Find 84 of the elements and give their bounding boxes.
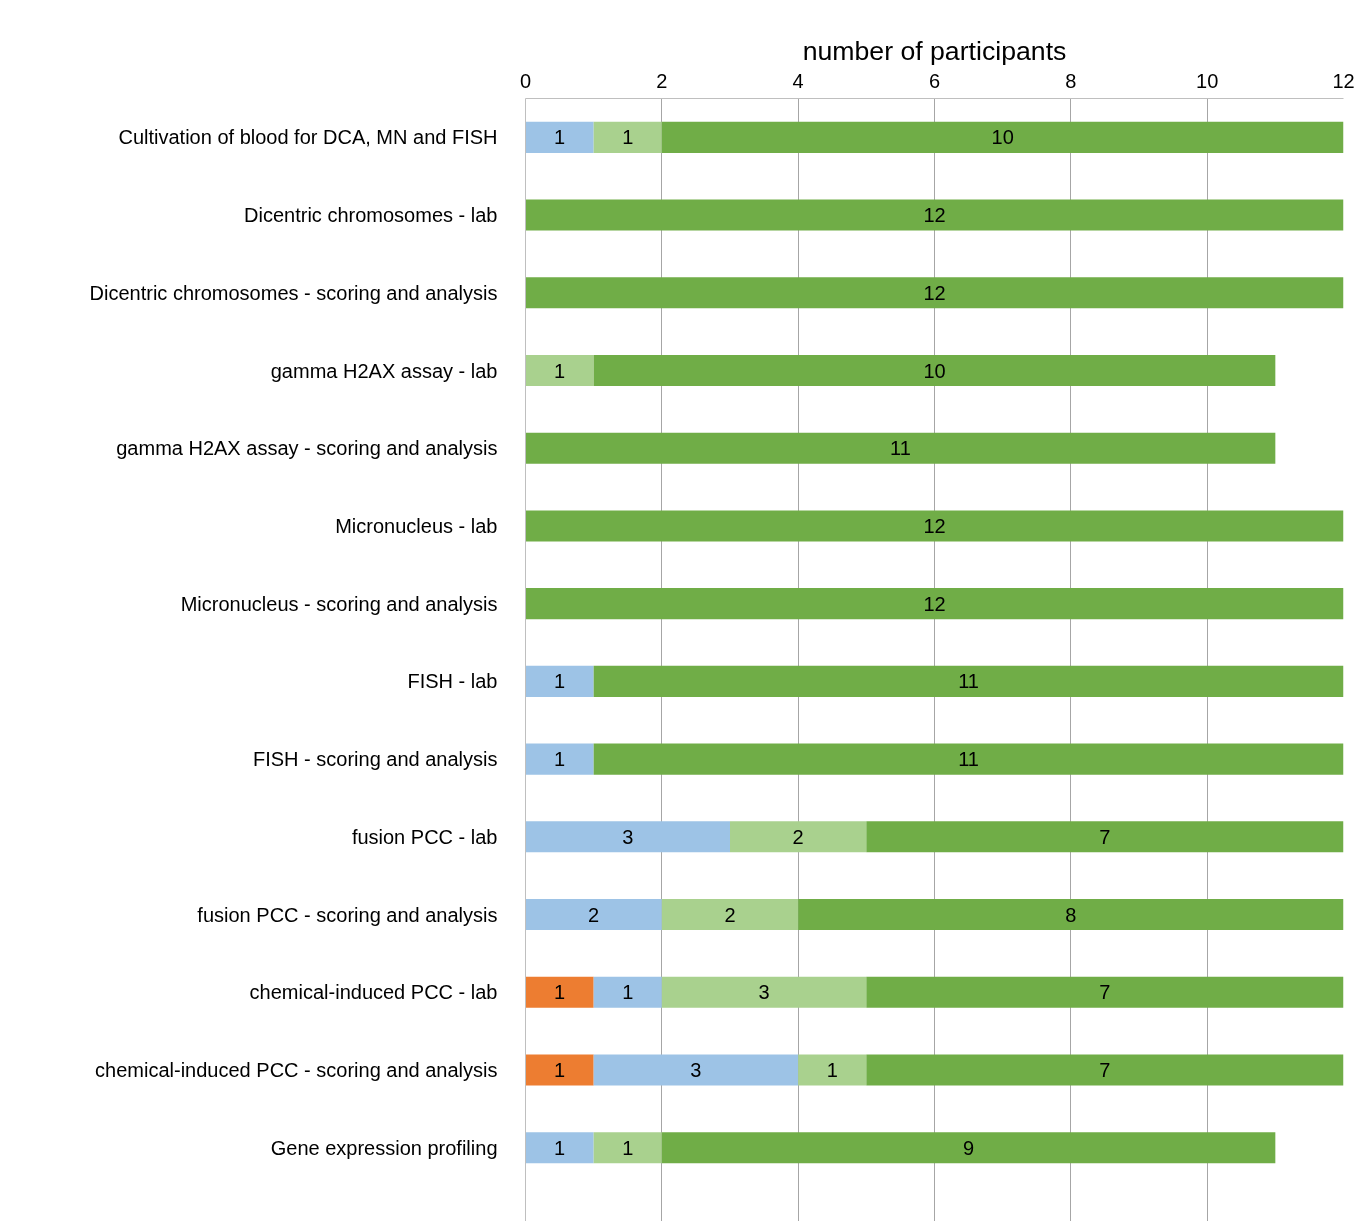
bar: [525, 1054, 594, 1086]
y-tick-label: Micronucleus - scoring and analysis: [180, 592, 498, 615]
bar: [798, 898, 1344, 931]
bar: [593, 354, 1276, 387]
x-tick-label: 4: [792, 69, 804, 92]
data-label: 2: [588, 903, 600, 926]
bar: [525, 976, 594, 1008]
bar: [525, 898, 662, 931]
bar: [525, 510, 1344, 542]
data-label: 11: [890, 437, 911, 460]
data-label: 1: [554, 981, 566, 1004]
data-label: 3: [690, 1058, 702, 1081]
data-label: 1: [554, 1136, 566, 1159]
bar: [525, 743, 594, 775]
x-tick-label: 2: [656, 69, 668, 92]
y-tick-label: Cultivation of blood for DCA, MN and FISH: [118, 126, 498, 149]
data-label: 1: [622, 126, 634, 149]
bar: [525, 821, 730, 853]
bar: [593, 743, 1344, 775]
bar: [525, 277, 1344, 309]
data-label: 7: [1099, 1058, 1111, 1081]
bar: [525, 121, 594, 153]
data-label: 7: [1099, 825, 1111, 848]
y-tick-label: gamma H2AX assay - scoring and analysis: [116, 437, 498, 460]
data-label: 10: [923, 359, 946, 382]
y-tick-label: Micronucleus - lab: [335, 514, 498, 537]
y-tick-label: Dicentric chromosomes - lab: [244, 204, 498, 227]
bar: [593, 976, 662, 1008]
bar: [798, 1054, 867, 1086]
bar: [525, 1132, 594, 1164]
data-label: 1: [554, 670, 566, 693]
data-label: 12: [923, 514, 946, 537]
bar: [525, 354, 594, 387]
data-label: 1: [554, 126, 566, 149]
x-tick-label: 0: [519, 69, 532, 92]
data-label: 2: [792, 825, 804, 848]
data-label: 1: [554, 748, 566, 771]
x-tick-label: 6: [928, 69, 941, 92]
data-label: 12: [923, 204, 946, 227]
y-tick-label: Dicentric chromosomes - scoring and analysis: [89, 281, 498, 304]
data-label: 11: [958, 670, 979, 693]
bar: [730, 821, 867, 853]
x-axis-title: number of participants: [802, 35, 1067, 66]
data-label: 1: [622, 981, 634, 1004]
y-tick-label: chemical-induced PCC - lab: [249, 981, 498, 1004]
x-tick-label: 8: [1065, 69, 1077, 92]
data-label: 11: [958, 748, 979, 771]
bar: [525, 199, 1344, 231]
y-tick-label: Gene expression profiling: [270, 1136, 498, 1159]
y-tick-label: fusion PCC - scoring and analysis: [197, 903, 498, 926]
bar: [593, 1054, 799, 1086]
bar: [866, 821, 1344, 853]
data-label: 3: [758, 981, 770, 1004]
y-tick-label: chemical-induced PCC - scoring and analysis: [95, 1058, 498, 1081]
bar: [593, 1132, 662, 1164]
x-tick-label: 12: [1332, 69, 1355, 92]
bar: [866, 976, 1344, 1008]
data-label: 12: [923, 592, 946, 615]
data-label: 2: [724, 903, 736, 926]
data-label: 12: [923, 281, 946, 304]
data-label: 10: [991, 126, 1014, 149]
bar: [661, 1132, 1276, 1164]
y-tick-label: FISH - lab: [407, 670, 498, 693]
data-label: 7: [1099, 981, 1111, 1004]
data-label: 1: [622, 1136, 634, 1159]
bar: [866, 1054, 1344, 1086]
bar: [661, 121, 1344, 153]
bar: [593, 665, 1344, 697]
data-label: 1: [554, 359, 566, 382]
data-label: 1: [554, 1058, 566, 1081]
data-label: 3: [622, 825, 634, 848]
bar: [593, 121, 662, 153]
y-tick-label: gamma H2AX assay - lab: [270, 359, 498, 382]
data-label: 8: [1065, 903, 1077, 926]
x-tick-label: 10: [1196, 69, 1219, 92]
bar: [525, 665, 594, 697]
data-label: 9: [963, 1136, 975, 1159]
bar: [661, 976, 867, 1008]
data-label: 1: [826, 1058, 838, 1081]
bar: [525, 432, 1276, 464]
y-tick-label: FISH - scoring and analysis: [252, 748, 498, 771]
y-tick-label: fusion PCC - lab: [351, 825, 498, 848]
bar: [525, 588, 1344, 620]
bar: [661, 898, 799, 931]
